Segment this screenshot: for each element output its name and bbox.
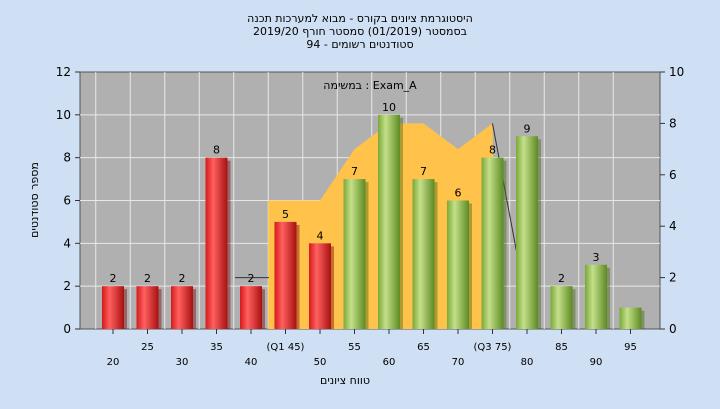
x-tick-label-45: (Q1 45) (267, 342, 305, 353)
bar-45 (274, 221, 297, 329)
y2-tick-label-6: 6 (669, 168, 677, 182)
bar-55 (343, 179, 366, 329)
value-label-70: 6 (455, 187, 462, 200)
value-label-85: 2 (558, 272, 565, 285)
y2-tick-label-2: 2 (669, 271, 677, 285)
bar-70 (447, 200, 469, 329)
x-tick-label-40: 40 (245, 357, 258, 368)
bar-series (102, 114, 645, 329)
q3-connector-line (492, 123, 520, 265)
value-label-65: 7 (420, 165, 427, 178)
x-tick-label-85: 85 (555, 342, 568, 353)
chart-title: היסטוגרמת ציונים בקורס - מבוא למערכות תכ… (247, 12, 473, 51)
y-tick-label-2: 2 (63, 279, 71, 293)
x-tick-label-75: (Q3 75) (474, 342, 512, 353)
y-axis-title: מספר סטודנטים (28, 162, 41, 238)
bar-20 (102, 286, 124, 329)
y2-tick-label-10: 10 (669, 65, 684, 79)
x-axis-title: טווח ציונים (320, 374, 370, 387)
x-tick-label-50: 50 (314, 357, 327, 368)
value-label-75: 8 (489, 144, 496, 157)
x-tick-label-80: 80 (521, 357, 534, 368)
value-label-35: 8 (213, 144, 220, 157)
y-tick-label-4: 4 (63, 236, 71, 250)
chart-title-line-3: סטודנטים רשומים - 94 (306, 38, 413, 51)
x-tick-label-90: 90 (590, 357, 603, 368)
x-tick-label-25: 25 (141, 342, 154, 353)
x-tick-label-30: 30 (176, 357, 189, 368)
x-tick-label-70: 70 (452, 357, 465, 368)
value-label-90: 3 (593, 251, 600, 264)
y-tick-label-8: 8 (63, 151, 71, 165)
y-tick-label-10: 10 (56, 108, 71, 122)
x-tick-label-65: 65 (417, 342, 430, 353)
value-label-20: 2 (110, 272, 117, 285)
chart-annotation: במשימה : Exam_A (323, 79, 417, 92)
y-axis-left: 0 2 4 6 8 10 12 (56, 65, 80, 336)
value-label-50: 4 (317, 229, 324, 242)
bar-90 (585, 264, 607, 329)
bar-30 (171, 286, 193, 329)
y2-tick-label-4: 4 (669, 219, 677, 233)
x-tick-label-55: 55 (348, 342, 361, 353)
value-label-25: 2 (144, 272, 151, 285)
y-tick-label-12: 12 (56, 65, 71, 79)
y-tick-label-6: 6 (63, 194, 71, 208)
bar-80 (516, 136, 538, 329)
x-axis: 20 25 30 35 40 (Q1 45) 50 55 60 65 70 (Q3 75) 80 85 90… (107, 329, 637, 368)
value-label-30: 2 (179, 272, 186, 285)
x-tick-label-60: 60 (383, 357, 396, 368)
y2-tick-label-0: 0 (669, 322, 677, 336)
value-label-80: 9 (524, 122, 531, 135)
bar-35 (205, 157, 228, 329)
value-label-55: 7 (351, 165, 358, 178)
x-tick-label-20: 20 (107, 357, 120, 368)
y-axis-right: 0 2 4 6 8 10 (660, 65, 684, 336)
bar-50 (309, 243, 331, 329)
y-tick-label-0: 0 (63, 322, 71, 336)
x-tick-label-95: 95 (624, 342, 637, 353)
chart-title-line-2: בסמסטר (01/2019) סמסטר חורף 2019/20 (253, 25, 467, 38)
bar-25 (136, 286, 159, 329)
bar-40 (240, 286, 262, 329)
chart-title-line-1: היסטוגרמת ציונים בקורס - מבוא למערכות תכ… (247, 12, 473, 25)
value-label-45: 5 (282, 208, 289, 221)
y2-tick-label-8: 8 (669, 116, 677, 130)
bar-65 (412, 179, 435, 329)
bar-75 (481, 157, 504, 329)
value-label-60: 10 (382, 101, 396, 114)
value-label-40: 2 (248, 272, 255, 285)
value-labels: 2 2 2 8 2 5 4 7 10 7 6 8 9 2 3 (110, 101, 600, 285)
x-tick-label-35: 35 (210, 342, 223, 353)
bar-85 (550, 286, 573, 329)
bar-60 (378, 114, 400, 329)
bar-95 (619, 307, 642, 329)
